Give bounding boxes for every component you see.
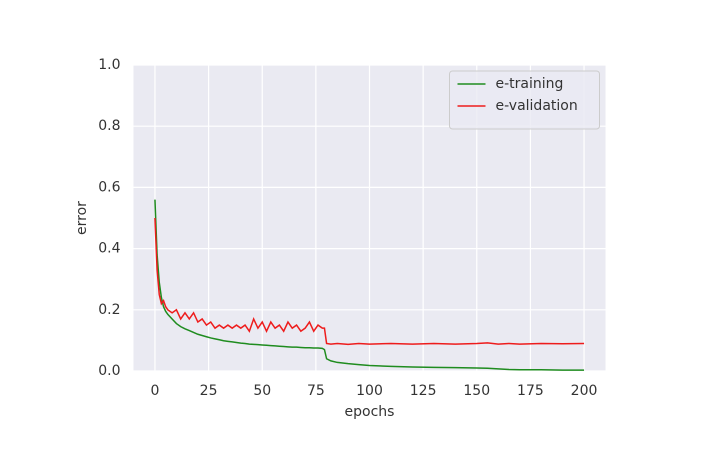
y-tick-label: 0.0 bbox=[98, 363, 120, 379]
y-tick-label: 0.2 bbox=[98, 302, 120, 318]
x-tick-label: 25 bbox=[200, 383, 218, 399]
lines bbox=[154, 199, 585, 371]
data-line bbox=[154, 217, 585, 346]
y-tick-label: 0.8 bbox=[98, 118, 120, 134]
x-tick-label: 0 bbox=[150, 383, 159, 399]
x-tick-label: 100 bbox=[356, 383, 383, 399]
y-tick-label: 0.6 bbox=[98, 179, 120, 195]
data-line bbox=[154, 199, 585, 371]
legend-label: e-validation bbox=[496, 98, 578, 114]
y-axis-label: error bbox=[74, 201, 90, 235]
x-tick-label: 200 bbox=[571, 383, 598, 399]
y-tick-label: 1.0 bbox=[98, 57, 120, 73]
grid bbox=[133, 64, 606, 372]
x-tick-label: 125 bbox=[410, 383, 437, 399]
legend: e-training e-validation bbox=[449, 70, 600, 130]
legend-label: e-training bbox=[496, 76, 564, 92]
x-axis-label: epochs bbox=[345, 404, 395, 420]
legend-box bbox=[449, 70, 600, 130]
x-tick-label: 175 bbox=[517, 383, 544, 399]
x-tick-label: 150 bbox=[463, 383, 490, 399]
y-tick-label: 0.4 bbox=[98, 241, 120, 257]
x-tick-label: 50 bbox=[253, 383, 271, 399]
x-tick-label: 75 bbox=[307, 383, 325, 399]
